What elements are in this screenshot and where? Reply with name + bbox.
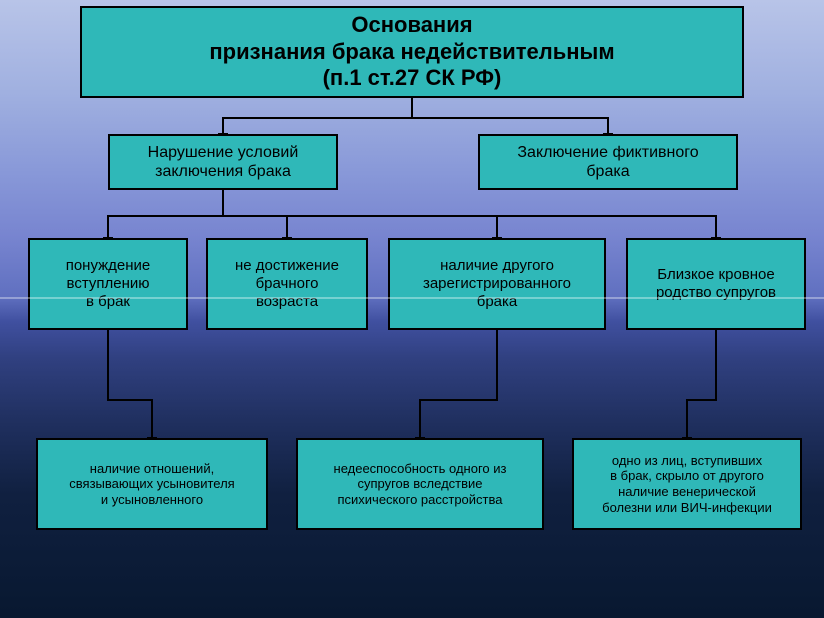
level2-node-cond: Нарушение условий заключения брака (108, 134, 338, 190)
level2-node-fict: Заключение фиктивного брака (478, 134, 738, 190)
level3-node-kin-label: Близкое кровное родство супругов (656, 266, 776, 302)
level4-node-adopt-label: наличие отношений, связывающих усыновите… (69, 461, 234, 508)
level2-node-fict-label: Заключение фиктивного брака (517, 143, 698, 181)
level3-node-age-label: не достижение брачного возраста (235, 257, 339, 311)
level3-node-coerce: понуждение вступлению в брак (28, 238, 188, 330)
title-line3: (п.1 ст.27 СК РФ) (209, 65, 614, 91)
level3-node-other: наличие другого зарегистрированного брак… (388, 238, 606, 330)
level3-node-other-label: наличие другого зарегистрированного брак… (423, 257, 571, 311)
title-node: Основания признания брака недействительн… (80, 6, 744, 98)
level4-node-hiv-label: одно из лиц, вступивших в брак, скрыло о… (602, 453, 772, 515)
level2-node-cond-label: Нарушение условий заключения брака (148, 143, 299, 181)
level4-node-incap-label: недееспособность одного из супругов всле… (334, 461, 507, 508)
level4-node-adopt: наличие отношений, связывающих усыновите… (36, 438, 268, 530)
level3-node-kin: Близкое кровное родство супругов (626, 238, 806, 330)
level4-node-incap: недееспособность одного из супругов всле… (296, 438, 544, 530)
title-line2: признания брака недействительным (209, 39, 614, 65)
level3-node-age: не достижение брачного возраста (206, 238, 368, 330)
level4-node-hiv: одно из лиц, вступивших в брак, скрыло о… (572, 438, 802, 530)
title-line1: Основания (209, 12, 614, 38)
level3-node-coerce-label: понуждение вступлению в брак (66, 257, 151, 311)
